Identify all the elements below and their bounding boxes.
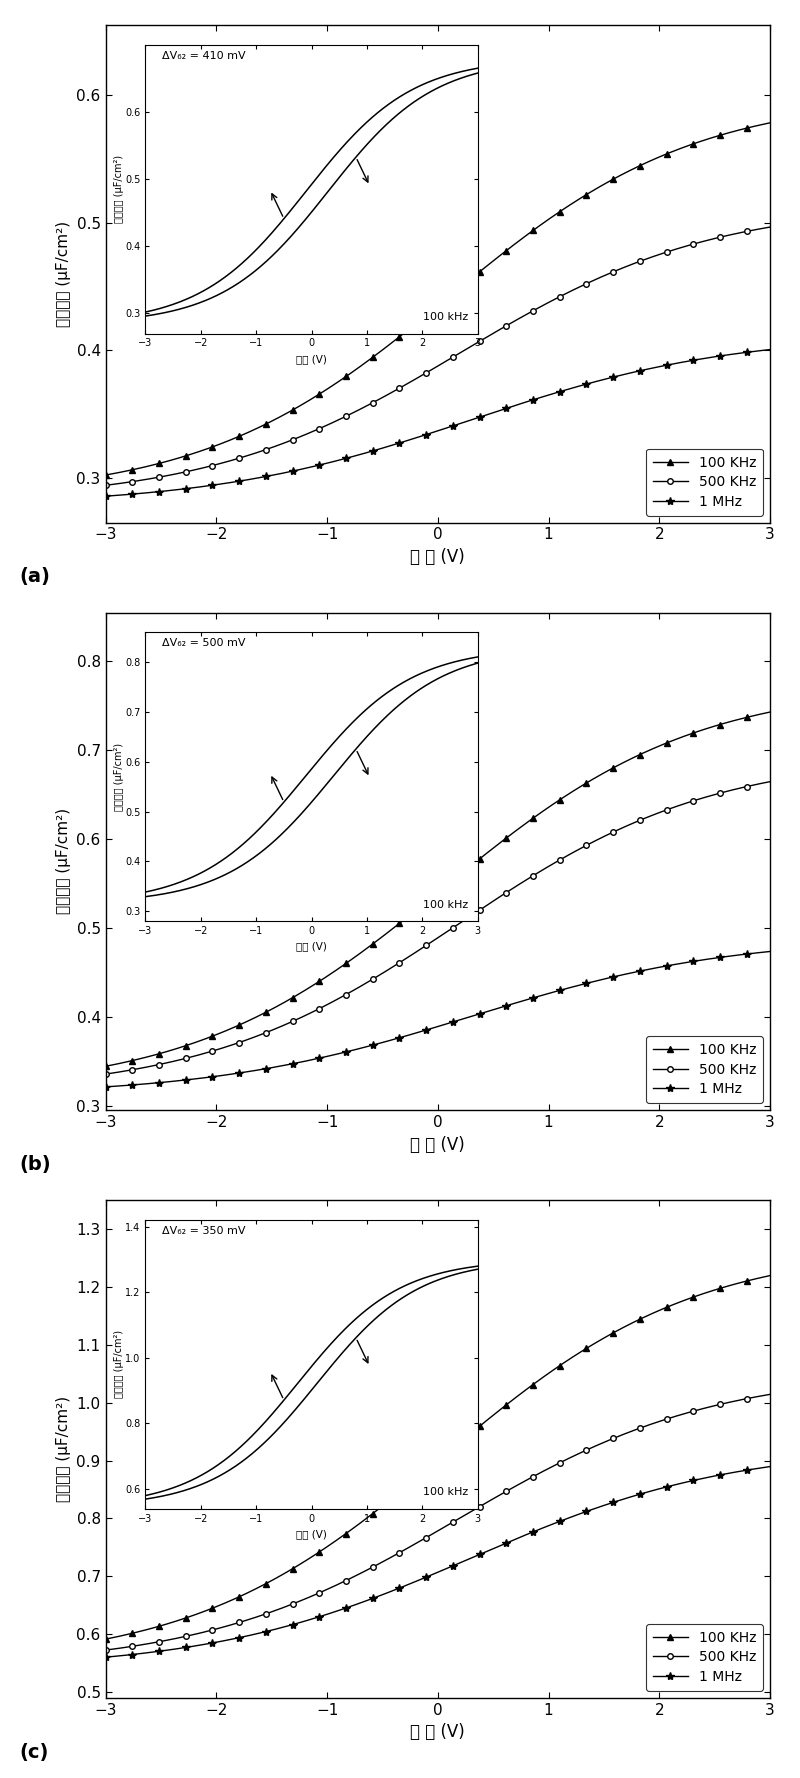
Legend: 100 KHz, 500 KHz, 1 MHz: 100 KHz, 500 KHz, 1 MHz [646, 1623, 763, 1691]
500 KHz [101, 1639, 110, 1661]
1 MHz [141, 1074, 150, 1095]
100 KHz [766, 1264, 775, 1285]
100 KHz [127, 459, 137, 480]
1 MHz [127, 1074, 137, 1095]
100 KHz [101, 1629, 110, 1650]
100 KHz [278, 992, 287, 1013]
Y-axis label: 电容密度 (μF/cm²): 电容密度 (μF/cm²) [56, 220, 71, 327]
Y-axis label: 电容密度 (μF/cm²): 电容密度 (μF/cm²) [56, 809, 71, 914]
X-axis label: 偏 压 (V): 偏 压 (V) [410, 548, 466, 565]
500 KHz [141, 469, 150, 491]
Line: 1 MHz: 1 MHz [102, 1462, 774, 1661]
X-axis label: 偏 压 (V): 偏 压 (V) [410, 1723, 466, 1741]
100 KHz [732, 119, 742, 140]
1 MHz [224, 1629, 234, 1650]
100 KHz [127, 1051, 137, 1072]
100 KHz [101, 1056, 110, 1077]
100 KHz [141, 1620, 150, 1641]
1 MHz [766, 340, 775, 361]
500 KHz [278, 1015, 287, 1037]
Y-axis label: 电容密度 (μF/cm²): 电容密度 (μF/cm²) [56, 1396, 71, 1502]
500 KHz [127, 471, 137, 493]
500 KHz [766, 1383, 775, 1405]
100 KHz [224, 1591, 234, 1613]
1 MHz [766, 941, 775, 962]
100 KHz [141, 457, 150, 478]
Line: 500 KHz: 500 KHz [103, 224, 773, 489]
500 KHz [709, 228, 718, 249]
100 KHz [224, 430, 234, 452]
500 KHz [101, 475, 110, 496]
500 KHz [224, 1614, 234, 1636]
1 MHz [278, 462, 287, 484]
100 KHz [127, 1623, 137, 1645]
500 KHz [709, 1396, 718, 1417]
500 KHz [766, 772, 775, 793]
Legend: 100 KHz, 500 KHz, 1 MHz: 100 KHz, 500 KHz, 1 MHz [646, 448, 763, 516]
500 KHz [732, 1390, 742, 1412]
500 KHz [732, 779, 742, 800]
1 MHz [732, 343, 742, 364]
Line: 100 KHz: 100 KHz [103, 709, 773, 1069]
Line: 1 MHz: 1 MHz [102, 345, 774, 500]
1 MHz [732, 944, 742, 965]
1 MHz [224, 1063, 234, 1085]
1 MHz [101, 1076, 110, 1097]
500 KHz [732, 222, 742, 244]
500 KHz [278, 1597, 287, 1618]
100 KHz [224, 1019, 234, 1040]
Line: 500 KHz: 500 KHz [103, 1392, 773, 1654]
100 KHz [278, 1565, 287, 1586]
100 KHz [709, 126, 718, 148]
1 MHz [127, 1645, 137, 1666]
500 KHz [224, 450, 234, 471]
1 MHz [278, 1054, 287, 1076]
1 MHz [127, 484, 137, 505]
1 MHz [101, 485, 110, 507]
Line: 100 KHz: 100 KHz [103, 1273, 773, 1641]
Line: 500 KHz: 500 KHz [103, 779, 773, 1077]
500 KHz [127, 1060, 137, 1081]
1 MHz [278, 1616, 287, 1638]
1 MHz [709, 1465, 718, 1486]
Text: (a): (a) [19, 567, 50, 587]
Line: 1 MHz: 1 MHz [102, 948, 774, 1092]
Text: (b): (b) [19, 1156, 51, 1173]
500 KHz [127, 1636, 137, 1657]
1 MHz [709, 948, 718, 969]
500 KHz [709, 784, 718, 805]
1 MHz [141, 482, 150, 503]
500 KHz [101, 1063, 110, 1085]
1 MHz [141, 1643, 150, 1664]
Text: (c): (c) [19, 1742, 49, 1762]
100 KHz [709, 717, 718, 738]
500 KHz [141, 1634, 150, 1655]
100 KHz [766, 701, 775, 722]
100 KHz [101, 464, 110, 485]
500 KHz [278, 432, 287, 453]
X-axis label: 偏 压 (V): 偏 压 (V) [410, 1136, 466, 1154]
1 MHz [766, 1456, 775, 1478]
1 MHz [709, 347, 718, 368]
100 KHz [732, 709, 742, 731]
Line: 100 KHz: 100 KHz [103, 121, 773, 478]
1 MHz [224, 473, 234, 494]
500 KHz [224, 1035, 234, 1056]
100 KHz [766, 112, 775, 133]
Legend: 100 KHz, 500 KHz, 1 MHz: 100 KHz, 500 KHz, 1 MHz [646, 1037, 763, 1102]
100 KHz [732, 1273, 742, 1294]
1 MHz [732, 1462, 742, 1483]
100 KHz [278, 405, 287, 427]
1 MHz [101, 1646, 110, 1668]
100 KHz [141, 1047, 150, 1069]
500 KHz [141, 1056, 150, 1077]
100 KHz [709, 1280, 718, 1301]
500 KHz [766, 217, 775, 238]
